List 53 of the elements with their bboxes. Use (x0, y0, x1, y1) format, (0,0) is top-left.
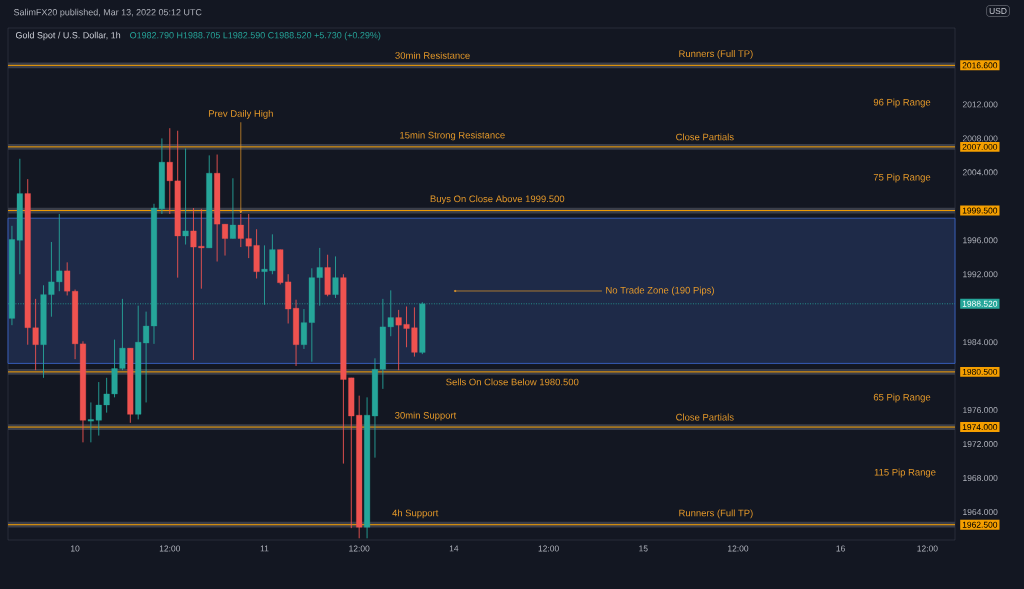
candlestick (127, 347, 134, 424)
annotation: 75 Pip Range (873, 173, 931, 183)
annotation: 65 Pip Range (873, 393, 931, 403)
x-tick-label: 15 (639, 545, 648, 552)
annotation: 15min Strong Resistance (400, 131, 505, 141)
ref-line-label: 1999.500 (962, 207, 998, 214)
annotation: Buys On Close Above 1999.500 (430, 195, 565, 205)
y-tick-label: 1996.000 (963, 237, 998, 244)
y-tick-label: 1992.000 (963, 271, 998, 278)
text: SalimFX20 published, Mar 13, 2022 05:12 UTC (13, 8, 202, 18)
annotation: Sells On Close Below 1980.500 (446, 378, 579, 386)
candlestick (182, 148, 189, 245)
candlestick (324, 254, 331, 297)
y-tick-label: 1976.000 (963, 407, 998, 414)
annotation: Runners (Full TP) (679, 50, 753, 59)
x-tick-label: 12:00 (728, 545, 749, 552)
candlestick (229, 177, 236, 240)
ref-line-label: 1974.000 (962, 424, 998, 431)
x-tick-label: 14 (449, 545, 459, 552)
annotation: No Trade Zone (190 Pips) (606, 286, 714, 296)
ref-line-label: 1962.500 (962, 521, 998, 528)
candlestick (332, 255, 339, 299)
ref-line-label: 1988.520 (962, 300, 998, 307)
x-tick-label: 10 (71, 545, 80, 552)
ref-line-label: 1980.500 (962, 368, 998, 375)
x-tick-label: 12:00 (917, 545, 938, 552)
y-tick-label: 2008.000 (962, 135, 998, 142)
chart-subtitle: O1982.790 H1988.705 L1982.590 C1988.520 +5.730 (+0.29%) (130, 31, 381, 41)
y-tick-label: 1968.000 (963, 475, 998, 482)
annotation: 30min Resistance (395, 51, 470, 59)
y-tick-label: 1984.000 (963, 339, 998, 346)
annotation: Runners (Full TP) (679, 509, 753, 519)
ref-line-label: 2016.600 (962, 62, 998, 69)
y-tick-label: 2004.000 (962, 169, 998, 176)
x-tick-label: 12:00 (159, 545, 181, 552)
y-tick-label: 1964.000 (963, 508, 998, 515)
annotation: Close Partials (676, 133, 734, 141)
y-axis-title: USD (989, 8, 1007, 14)
annotation: 30min Support (395, 411, 457, 421)
annotation: Close Partials (676, 413, 734, 421)
x-tick-label: 11 (260, 545, 269, 552)
annotation: 4h Support (392, 509, 439, 519)
y-tick-label: 1972.000 (963, 441, 998, 448)
x-tick-label: 16 (836, 545, 845, 552)
annotation: 115 Pip Range (874, 468, 936, 478)
x-tick-label: 12:00 (349, 545, 370, 552)
ref-line-label: 2007.000 (962, 143, 998, 150)
x-tick-label: 12:00 (538, 545, 559, 552)
chart-title: Gold Spot / U.S. Dollar, 1h (15, 31, 121, 41)
annotation: Prev Daily High (208, 109, 273, 119)
y-tick-label: 2012.000 (962, 101, 998, 108)
candlestick (206, 154, 213, 249)
annotation: 96 Pip Range (873, 98, 931, 108)
